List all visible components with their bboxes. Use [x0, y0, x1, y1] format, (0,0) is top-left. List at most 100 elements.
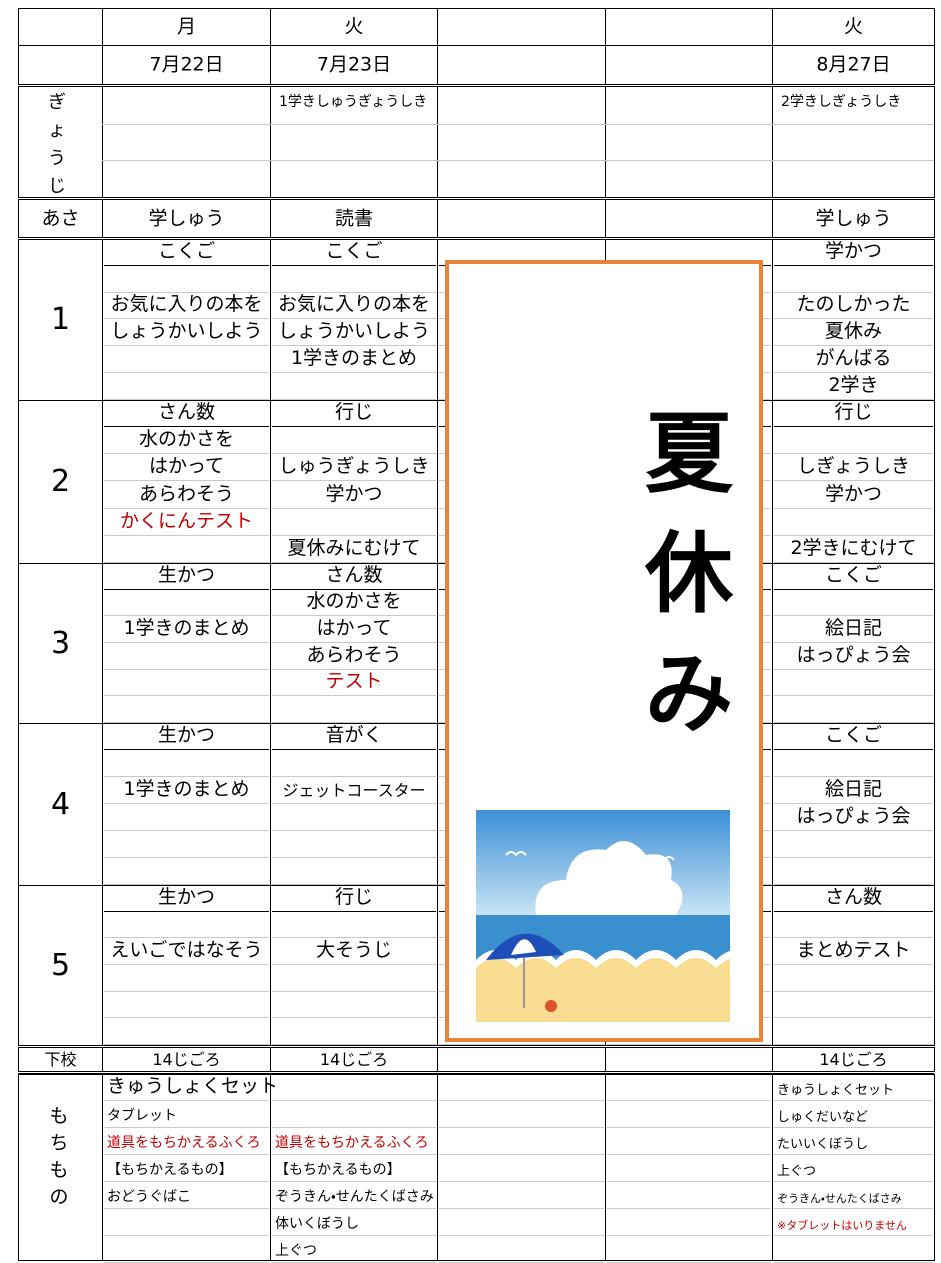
sub-line — [272, 1101, 436, 1128]
sub-line — [774, 590, 933, 617]
sub-line — [104, 346, 269, 374]
asa-text: 学しゅう — [148, 207, 225, 229]
item-text: きゅうしょくセット — [104, 1074, 278, 1101]
sub-line — [104, 536, 269, 563]
lesson-text: 行じ — [272, 400, 436, 428]
sub-line — [774, 992, 933, 1019]
day-text: 火 — [843, 15, 863, 38]
date-text: 7月22日 — [149, 53, 224, 76]
lesson-text: 1学きのまとめ — [272, 346, 436, 374]
lesson-text: 1学きのまとめ — [104, 777, 269, 804]
sub-line — [104, 1209, 269, 1236]
sub-line — [104, 965, 269, 992]
period-label: 4 — [18, 723, 103, 886]
double-rule — [18, 1071, 934, 1074]
gekou-cell: 14じごろ — [270, 1047, 438, 1072]
lesson-text: 大そうじ — [272, 938, 436, 965]
lesson-text: お気に入りの本を — [272, 293, 436, 320]
sub-line — [774, 427, 933, 455]
lesson-text: しょうかいしよう — [104, 320, 269, 347]
item-text: きゅうしょくセット — [774, 1074, 933, 1101]
date-corner — [18, 45, 103, 85]
day-cell — [437, 8, 606, 46]
sub-line — [439, 1182, 604, 1209]
item-text: 上ぐつ — [774, 1155, 933, 1182]
period-label: 1 — [18, 239, 103, 401]
sub-line — [272, 965, 436, 992]
gekou-text: 14じごろ — [819, 1049, 888, 1069]
sub-line — [272, 373, 436, 400]
item-text: おどうぐばこ — [104, 1182, 269, 1209]
sub-line — [607, 1101, 771, 1128]
item-text: たいいくぼうし — [774, 1128, 933, 1155]
gyouji-line — [437, 160, 605, 161]
date-cell — [605, 45, 773, 85]
lesson-text: 行じ — [774, 400, 933, 428]
sub-line — [104, 643, 269, 670]
gyouji-label-text: ぎょうじ — [48, 92, 66, 197]
sub-line — [774, 1018, 933, 1045]
asa-cell: 学しゅう — [772, 199, 935, 238]
gekou-cell — [437, 1047, 606, 1072]
sub-line — [104, 804, 269, 831]
lesson-text: しぎょうしき — [774, 454, 933, 482]
sub-line — [439, 1018, 604, 1045]
sub-line — [607, 1209, 771, 1236]
item-text: タブレット — [104, 1101, 269, 1128]
lesson-text: ジェットコースター — [272, 777, 436, 804]
day-corner — [18, 8, 103, 46]
sub-line — [607, 1128, 771, 1155]
lesson-text: さん数 — [272, 563, 436, 590]
sub-line — [774, 912, 933, 939]
day-cell: 月 — [102, 8, 271, 46]
date-cell: 7月23日 — [270, 45, 438, 85]
sub-line — [104, 590, 269, 617]
item-text: ※タブレットはいりません — [774, 1209, 933, 1236]
asa-cell — [437, 199, 606, 238]
item-text: 道具をもちかえるふくろ — [104, 1128, 269, 1155]
sub-line — [104, 912, 269, 939]
period-label: 3 — [18, 563, 103, 724]
sub-line — [272, 912, 436, 939]
sub-line — [104, 750, 269, 777]
gekou-cell — [605, 1047, 773, 1072]
item-text: 道具をもちかえるふくろ — [272, 1128, 436, 1155]
sub-line — [439, 1155, 604, 1182]
sub-line — [272, 831, 436, 858]
day-cell: 火 — [270, 8, 438, 46]
sub-line — [104, 1018, 269, 1045]
sub-line — [104, 858, 269, 885]
lesson-text: お気に入りの本を — [104, 293, 269, 320]
lesson-text: 夏休みにむけて — [272, 536, 436, 563]
lesson-text: はかって — [104, 454, 269, 482]
lesson-text: 学かつ — [272, 482, 436, 509]
sub-line — [439, 1074, 604, 1101]
lesson-text: 2学きにむけて — [774, 536, 933, 563]
period-number: 2 — [50, 464, 71, 499]
lesson-text: 水のかさを — [104, 427, 269, 455]
sub-line — [104, 992, 269, 1019]
asa-text: 読書 — [334, 207, 373, 229]
sub-line — [272, 804, 436, 831]
gyouji-label: ぎょうじ — [18, 86, 103, 198]
lesson-text: はっぴょう会 — [774, 643, 933, 670]
day-cell: 火 — [772, 8, 935, 46]
lesson-text: 学かつ — [774, 239, 933, 266]
gyouji-line — [270, 124, 437, 125]
sub-line — [607, 1018, 771, 1045]
lesson-text: さん数 — [774, 885, 933, 912]
lesson-text: 水のかさを — [272, 590, 436, 617]
sub-line — [774, 858, 933, 885]
lesson-text: はっぴょう会 — [774, 804, 933, 831]
sub-line — [439, 1128, 604, 1155]
gyouji-cell — [437, 86, 606, 198]
item-text: 体いくぼうし — [272, 1209, 436, 1236]
lesson-text: がんばる — [774, 346, 933, 374]
sub-line — [774, 965, 933, 992]
gekou-text: 14じごろ — [152, 1049, 221, 1069]
gekou-cell: 14じごろ — [772, 1047, 935, 1072]
gyouji-cell — [605, 86, 773, 198]
day-text: 月 — [176, 15, 196, 38]
asa-text: 学しゅう — [815, 207, 892, 229]
sub-line — [774, 266, 933, 293]
